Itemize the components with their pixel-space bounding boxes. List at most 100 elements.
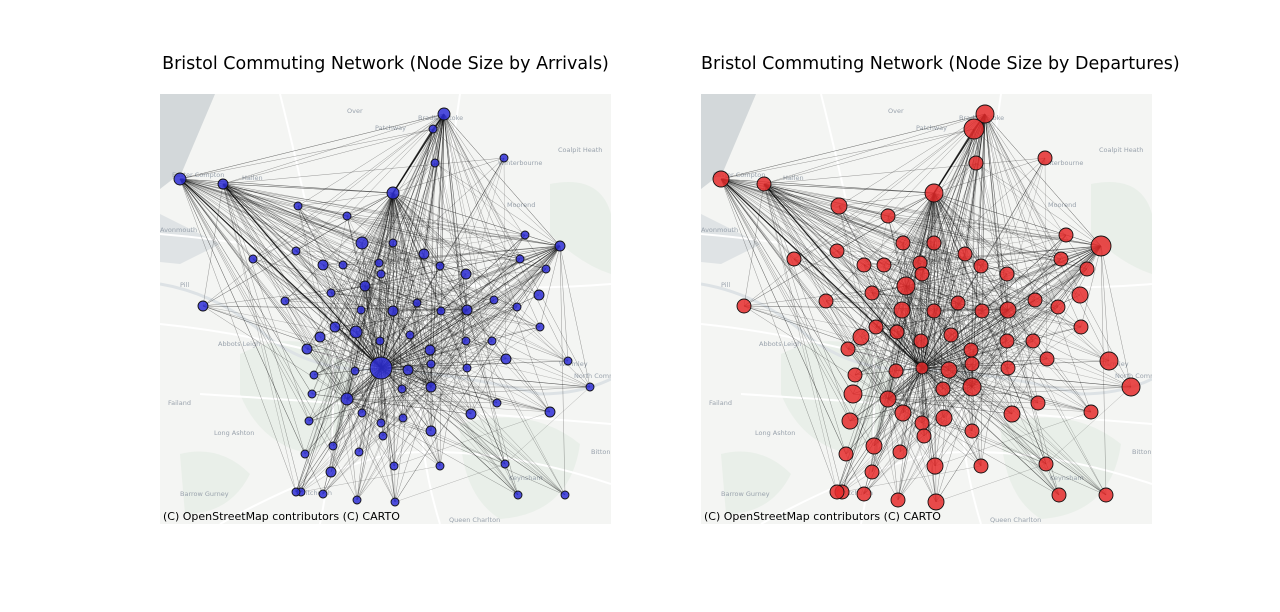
- commute-edge: [392, 192, 566, 496]
- commute-edge: [179, 113, 445, 180]
- commute-edge: [852, 393, 1013, 415]
- commute-edge: [423, 113, 445, 255]
- area-node: [999, 301, 1017, 319]
- commute-edge: [430, 113, 445, 388]
- commute-edge: [933, 128, 975, 312]
- commute-edge: [971, 309, 1009, 432]
- commute-edge: [202, 305, 348, 400]
- commute-edge: [854, 192, 935, 376]
- commute-edge: [179, 178, 380, 264]
- commute-edge: [319, 192, 394, 338]
- commute-edge: [793, 113, 986, 260]
- commute-edge: [380, 367, 396, 503]
- commute-edge: [539, 245, 561, 328]
- commute-edge: [1011, 340, 1034, 415]
- commute-edge: [364, 113, 445, 287]
- commute-edge: [847, 192, 935, 350]
- area-node: [856, 486, 872, 502]
- commute-edge: [902, 128, 975, 414]
- commute-edge: [887, 398, 1060, 496]
- commute-edge: [179, 178, 334, 447]
- commute-edge: [346, 273, 382, 400]
- commute-edge: [902, 245, 1102, 414]
- commute-edge: [720, 178, 904, 414]
- commute-edge: [763, 183, 1048, 360]
- commute-edge: [852, 113, 986, 395]
- commute-edge: [720, 178, 1047, 465]
- commute-edge: [887, 128, 975, 400]
- commute-edge: [763, 183, 923, 424]
- commute-edge: [1034, 245, 1102, 301]
- area-node: [461, 336, 471, 346]
- commute-edge: [720, 113, 986, 180]
- area-node: [425, 425, 437, 437]
- commute-edge: [849, 386, 973, 422]
- commute-edge: [763, 183, 1102, 247]
- commute-edge: [222, 183, 394, 194]
- area-node: [893, 301, 911, 319]
- commute-edge: [933, 242, 950, 371]
- commute-edge: [346, 262, 380, 400]
- area-node: [307, 389, 317, 399]
- commute-edge: [392, 192, 495, 301]
- commute-edge: [364, 285, 442, 312]
- commute-edge: [295, 363, 432, 493]
- area-node: [975, 104, 995, 124]
- map-attribution: (C) OpenStreetMap contributors (C) CARTO: [704, 510, 941, 523]
- commute-edge: [222, 183, 297, 493]
- commute-edge: [763, 183, 885, 266]
- place-label: Coalpit Heath: [1099, 146, 1143, 154]
- commute-edge: [380, 273, 403, 390]
- commute-edge: [971, 268, 1088, 388]
- area-node: [173, 172, 187, 186]
- commute-edge: [306, 348, 432, 388]
- commute-edge: [332, 299, 495, 447]
- commute-edge: [346, 398, 519, 496]
- commute-edge: [873, 331, 898, 447]
- commute-edge: [984, 113, 1102, 247]
- commute-edge: [1045, 386, 1132, 465]
- commute-edge: [873, 245, 1102, 447]
- commute-edge: [845, 370, 897, 455]
- place-label: Warmley: [559, 360, 588, 368]
- commute-edge: [897, 234, 1067, 501]
- commute-edge: [392, 128, 434, 312]
- commute-edge: [392, 192, 472, 415]
- commute-edge: [470, 340, 493, 415]
- area-node: [829, 243, 845, 259]
- commute-edge: [430, 340, 493, 388]
- commute-edge: [402, 349, 431, 419]
- commute-edge: [763, 183, 923, 424]
- commute-edge: [222, 183, 348, 400]
- commute-edge: [763, 183, 838, 493]
- commute-edge: [887, 215, 935, 244]
- commute-edge: [358, 386, 432, 453]
- commute-edge: [330, 292, 468, 311]
- commute-edge: [297, 192, 394, 207]
- commute-edge: [392, 192, 551, 413]
- commute-edge: [332, 398, 348, 447]
- area-node: [309, 370, 319, 380]
- commute-edge: [252, 113, 445, 260]
- commute-edge: [430, 386, 566, 496]
- commute-edge: [364, 157, 505, 287]
- commute-edge: [380, 309, 468, 369]
- commute-edge: [379, 340, 472, 415]
- commute-edge: [380, 258, 521, 424]
- commute-edge: [720, 178, 1059, 308]
- commute-edge: [980, 113, 986, 467]
- commute-edge: [355, 310, 442, 333]
- commute-edge: [836, 113, 986, 493]
- commute-edge: [308, 370, 356, 422]
- commute-edge: [887, 388, 944, 400]
- area-node: [389, 461, 399, 471]
- area-node: [397, 384, 407, 394]
- basemap-layer: [701, 94, 1152, 524]
- commute-edge: [222, 113, 445, 185]
- commute-edge: [875, 113, 986, 328]
- commute-edge: [322, 386, 432, 495]
- commute-edge: [847, 348, 1110, 362]
- area-node: [1073, 319, 1089, 335]
- commute-edge: [202, 183, 224, 307]
- commute-edge: [919, 245, 1102, 264]
